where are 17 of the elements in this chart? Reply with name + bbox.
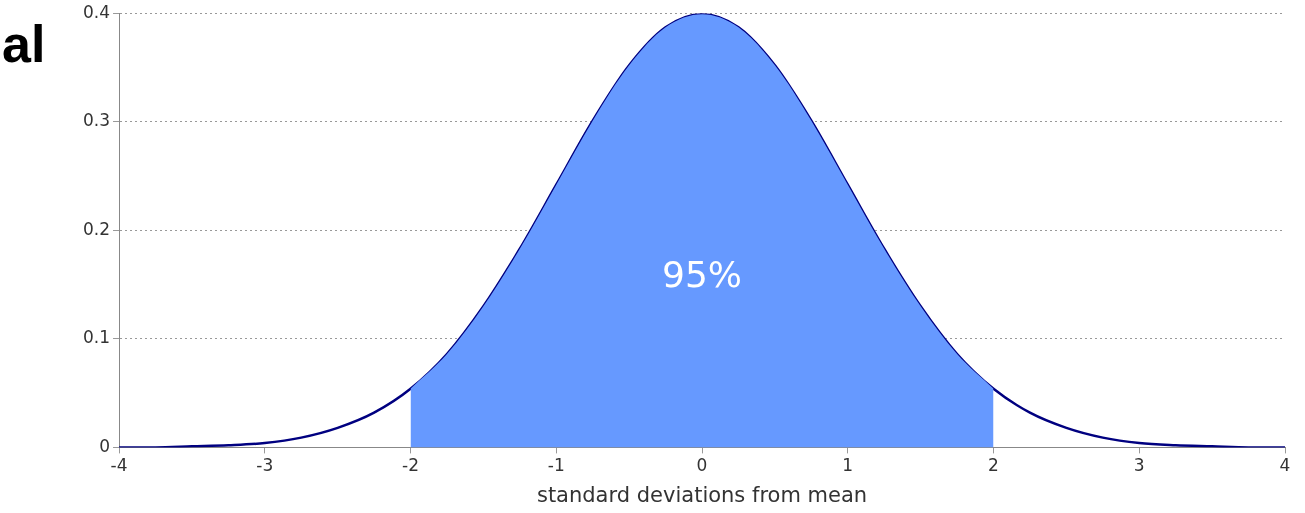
text: al	[2, 15, 46, 74]
x-axis-title: standard deviations from mean	[536, 482, 868, 507]
y-tick-label: 0	[99, 435, 111, 456]
x-tick-label: 3	[1133, 455, 1145, 476]
y-tick-label: 0.3	[82, 110, 111, 131]
x-tick-label: 0	[696, 455, 708, 476]
x-tick-label: -4	[110, 455, 128, 476]
annotation: 95%	[662, 254, 743, 296]
x-tick-label: 2	[988, 455, 999, 476]
x-tick-label: 4	[1279, 455, 1291, 476]
y-tick-label: 0.1	[82, 327, 111, 348]
x-tick-label: -2	[402, 455, 419, 476]
y-tick-label: 0.2	[82, 218, 111, 239]
y-tick-label: 0.4	[82, 1, 111, 22]
x-tick-label: -1	[547, 455, 565, 476]
x-tick-label: -3	[256, 455, 274, 476]
x-tick-label: 1	[842, 455, 854, 476]
